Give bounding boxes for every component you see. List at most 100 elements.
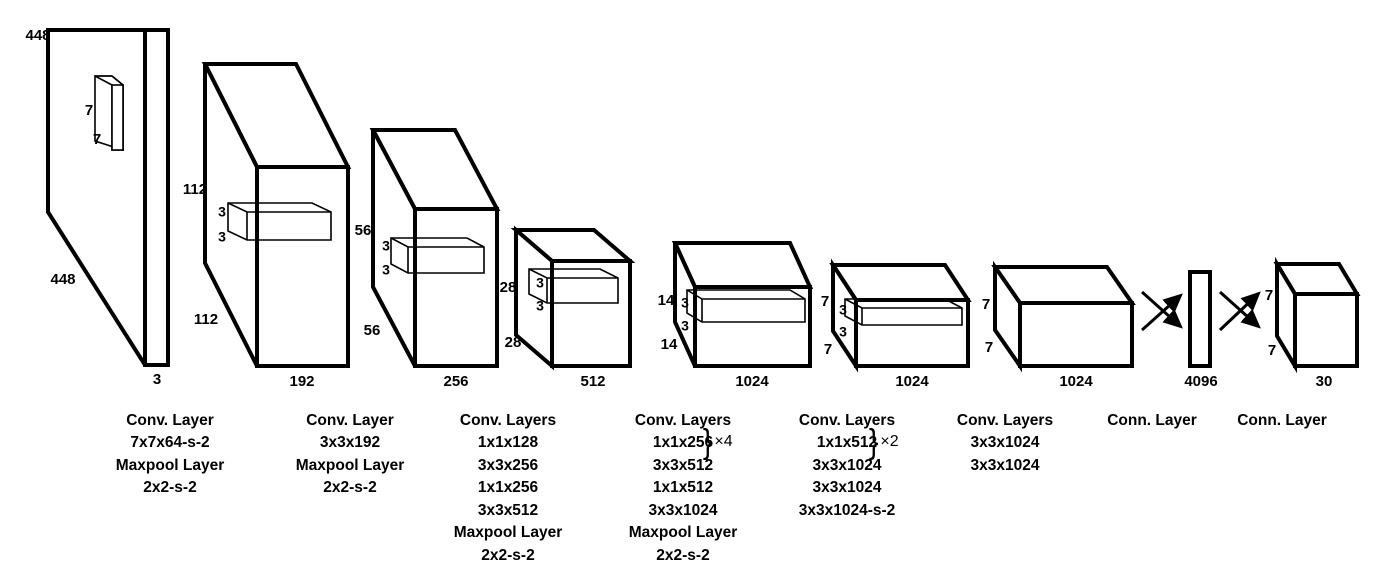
input-height-label: 448 (25, 27, 50, 44)
caption-4-line-3: 1x1x512 (652, 479, 714, 497)
fc-4096-shape (1188, 270, 1212, 368)
repeat-brace-5: } ×2 (868, 423, 899, 461)
block-4-shape (671, 241, 814, 368)
brace-multiplier-4: ×4 (714, 433, 733, 451)
repeat-brace-4: } ×4 (702, 423, 733, 461)
block-3-width-label: 28 (505, 334, 522, 351)
caption-6-line-1: 3x3x1024 (970, 434, 1040, 452)
caption-2-line-2: Maxpool Layer (295, 456, 405, 474)
block-4-kernel-edges (686, 289, 805, 322)
block-5-kernel-h-label: 3 (839, 302, 847, 318)
caption-column-2: Conv. Layer 3x3x192 Maxpool Layer 2x2-s-… (280, 410, 420, 500)
caption-3-line-5: Maxpool Layer (453, 524, 563, 542)
block-3-kernel-edges (528, 268, 618, 303)
block-4-top-face (671, 241, 814, 289)
block-2-width-label: 56 (364, 322, 381, 339)
caption-3-line-2: 3x3x256 (477, 456, 539, 474)
caption-3-line-4: 3x3x512 (477, 501, 539, 519)
input-kernel-shape (94, 74, 124, 152)
block-2-kernel-w-label: 3 (382, 262, 390, 278)
block-1-kernel-outline (227, 202, 332, 241)
caption-6-line-2: 3x3x1024 (970, 456, 1040, 474)
caption-5-line-2: 3x3x1024 (812, 456, 882, 474)
block-4-depth-label: 1024 (735, 373, 769, 390)
cross-arrows-2 (1218, 290, 1261, 332)
arrow-up-2 (1218, 291, 1261, 332)
block-4-kernel-w-label: 3 (681, 318, 689, 334)
block-5-kernel-edges (844, 298, 962, 325)
caption-column-6: Conv. Layers 3x3x1024 3x3x1024 (930, 410, 1080, 477)
caption-column-8: Conn. Layer (1222, 410, 1342, 432)
fc-4096-label: 4096 (1184, 373, 1217, 390)
caption-2-line-0: Conv. Layer (306, 412, 394, 429)
block-4-kernel-outline (686, 289, 806, 323)
block-1-kernel-h-label: 3 (218, 204, 226, 220)
input-depth-label: 3 (153, 371, 161, 388)
block-2-kernel-shape (390, 237, 485, 274)
caption-3-line-1: 1x1x128 (477, 434, 539, 452)
caption-column-5: Conv. Layers 1x1x512 3x3x1024 3x3x1024 3… (772, 410, 922, 522)
caption-4-line-5: Maxpool Layer (628, 524, 738, 542)
block-3-kernel-w-label: 3 (536, 298, 544, 314)
block-4-width-label: 14 (661, 336, 678, 353)
brace-glyph-5: } (868, 423, 879, 461)
block-1-front-face (255, 165, 350, 368)
caption-3-line-0: Conv. Layers (459, 412, 557, 429)
output-shape (1273, 256, 1361, 374)
output-depth-label: 30 (1316, 373, 1333, 390)
block-6-depth-label: 1024 (1059, 373, 1093, 390)
block-1-kernel-shape (227, 202, 332, 241)
block-5-kernel-w-label: 3 (839, 324, 847, 340)
input-width-label: 448 (50, 271, 75, 288)
input-front-face (143, 28, 170, 367)
block-2-kernel-h-label: 3 (382, 238, 390, 254)
block-4-kernel-shape (686, 289, 806, 323)
cross-arrows-1 (1140, 290, 1183, 332)
block-5-kernel-shape (844, 298, 963, 326)
caption-6-line-0: Conv. Layers (956, 412, 1054, 429)
block-1-height-label: 112 (183, 181, 207, 198)
caption-1-line-1: 7x7x64-s-2 (130, 434, 210, 452)
brace-glyph-4: } (702, 423, 713, 461)
block-4-height-label: 14 (658, 292, 675, 309)
block-5-kernel-outline (844, 298, 963, 326)
block-1-shape (201, 62, 352, 368)
caption-4-line-6: 2x2-s-2 (656, 546, 710, 564)
block-2-kernel-edges (390, 237, 484, 273)
caption-4-line-4: 3x3x1024 (648, 501, 718, 519)
block-4-kernel-h-label: 3 (681, 295, 689, 311)
input-kernel-h-label: 7 (85, 102, 93, 119)
caption-2-line-3: 2x2-s-2 (323, 479, 377, 497)
block-5-front-face (854, 298, 970, 368)
block-3-depth-label: 512 (580, 373, 605, 390)
block-2-height-label: 56 (355, 222, 372, 239)
caption-1-line-2: Maxpool Layer (115, 456, 225, 474)
block-5-depth-label: 1024 (895, 373, 929, 390)
caption-5-line-4: 3x3x1024-s-2 (798, 501, 896, 519)
arrow-up-1 (1140, 293, 1183, 332)
output-width-label: 7 (1268, 342, 1276, 359)
block-3-height-label: 28 (500, 279, 517, 296)
arrow-down-2 (1218, 290, 1261, 329)
block-6-shape (991, 260, 1136, 373)
block-3-kernel-outline (528, 268, 619, 304)
block-6-height-label: 7 (982, 296, 990, 313)
caption-column-3: Conv. Layers 1x1x128 3x3x256 1x1x256 3x3… (438, 410, 578, 567)
block-1-width-label: 112 (194, 311, 218, 328)
block-2-shape (369, 128, 501, 368)
block-1-kernel-w-label: 3 (218, 229, 226, 245)
block-4-front-face (693, 285, 812, 368)
block-3-kernel-h-label: 3 (536, 275, 544, 291)
caption-3-line-3: 1x1x256 (477, 479, 539, 497)
caption-column-4: Conv. Layers 1x1x256 3x3x512 1x1x512 3x3… (613, 410, 753, 567)
input-kernel-w-label: 7 (93, 131, 101, 148)
block-2-depth-label: 256 (443, 373, 468, 390)
block-5-height-label: 7 (821, 293, 829, 310)
caption-column-1: Conv. Layer 7x7x64-s-2 Maxpool Layer 2x2… (100, 410, 240, 500)
block-5-shape (829, 258, 972, 373)
block-3-kernel-shape (528, 268, 619, 304)
block-3-front-face (550, 259, 632, 368)
caption-8-line-0: Conn. Layer (1237, 412, 1327, 429)
